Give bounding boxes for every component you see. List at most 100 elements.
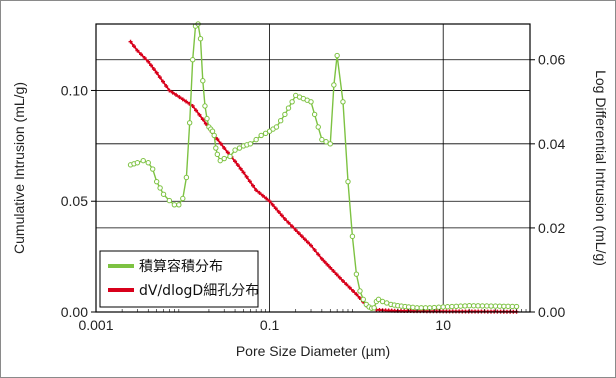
data-point xyxy=(279,213,284,218)
data-point xyxy=(131,44,136,49)
data-point xyxy=(315,124,321,130)
data-point xyxy=(289,99,295,105)
data-point xyxy=(354,292,359,297)
y2-tick-label: 0.02 xyxy=(538,220,565,236)
data-point xyxy=(186,120,193,126)
data-point xyxy=(322,259,327,264)
data-point xyxy=(146,59,151,64)
data-point xyxy=(453,303,459,310)
data-point xyxy=(293,228,298,233)
data-point xyxy=(180,195,186,202)
data-point xyxy=(213,145,219,151)
data-point xyxy=(273,206,278,211)
data-point xyxy=(183,174,190,181)
y2-tick-label: 0.00 xyxy=(538,304,565,320)
data-point xyxy=(161,79,166,84)
data-point xyxy=(340,278,345,283)
data-point xyxy=(349,233,356,240)
data-point xyxy=(282,216,287,221)
data-point xyxy=(177,95,182,100)
data-point xyxy=(319,256,324,261)
data-point xyxy=(222,146,227,151)
data-point xyxy=(221,155,227,162)
data-point xyxy=(145,160,151,166)
data-point xyxy=(327,141,333,147)
data-point xyxy=(166,197,173,204)
data-point xyxy=(436,304,442,310)
data-point xyxy=(360,296,366,303)
data-point xyxy=(203,121,208,126)
data-point xyxy=(316,252,321,257)
data-point xyxy=(267,199,272,204)
data-point xyxy=(262,130,269,137)
data-point xyxy=(344,282,349,287)
data-point xyxy=(357,288,363,294)
data-point xyxy=(323,139,329,145)
data-point xyxy=(337,275,342,280)
data-point xyxy=(371,305,377,311)
data-point xyxy=(149,166,156,172)
data-point xyxy=(211,132,217,139)
data-point xyxy=(345,178,351,185)
data-point xyxy=(254,188,259,193)
data-point xyxy=(238,166,243,171)
data-point xyxy=(286,220,291,225)
data-point xyxy=(189,57,196,63)
data-point xyxy=(250,183,255,188)
data-point xyxy=(218,141,223,146)
data-point xyxy=(227,153,233,160)
data-point xyxy=(308,99,314,105)
data-point xyxy=(309,243,314,248)
data-point xyxy=(276,209,281,214)
x-axis-label: Pore Size Diameter (µm) xyxy=(236,343,390,359)
data-point xyxy=(247,179,252,184)
data-point xyxy=(164,84,169,89)
data-point xyxy=(149,63,154,68)
data-point xyxy=(457,303,464,309)
data-point xyxy=(157,75,162,80)
data-point xyxy=(311,111,318,118)
data-point xyxy=(202,103,208,109)
data-point xyxy=(331,269,336,274)
data-point xyxy=(328,265,333,270)
data-point xyxy=(176,202,182,208)
data-point xyxy=(257,190,262,195)
data-point xyxy=(171,202,178,208)
data-point xyxy=(200,117,205,122)
data-point xyxy=(273,124,280,130)
data-point xyxy=(157,185,163,191)
data-point xyxy=(194,108,199,113)
legend: 積算容積分布 dV/dlogD細孔分布 xyxy=(99,250,259,308)
data-point xyxy=(325,262,330,267)
data-point xyxy=(200,78,206,84)
data-point xyxy=(334,272,339,277)
data-point xyxy=(260,193,265,198)
data-point xyxy=(151,67,156,72)
data-point xyxy=(462,303,468,309)
x-tick-label: 0.001 xyxy=(78,317,113,333)
data-point xyxy=(290,224,295,229)
data-point xyxy=(488,303,494,309)
data-point xyxy=(204,115,210,122)
chart-ticks: 0.001 0.1 10 0.00 0.05 0.10 0.00 0.02 0.04 0.06 xyxy=(61,52,566,333)
data-point xyxy=(232,147,238,153)
data-point xyxy=(258,132,264,139)
data-point xyxy=(277,118,284,124)
data-point xyxy=(440,304,446,310)
data-point xyxy=(296,231,301,236)
data-point xyxy=(270,202,275,207)
legend-label-differential: dV/dlogD細孔分布 xyxy=(139,283,259,299)
y-tick-label: 0.00 xyxy=(61,304,88,320)
data-point xyxy=(264,196,269,201)
data-point xyxy=(135,48,140,53)
data-point xyxy=(470,303,477,309)
data-point xyxy=(153,178,160,185)
data-point xyxy=(305,240,310,245)
data-point xyxy=(197,36,204,42)
data-point xyxy=(217,157,223,164)
data-point xyxy=(253,136,259,143)
data-point xyxy=(167,88,172,93)
data-point xyxy=(319,136,325,143)
data-point xyxy=(312,247,317,252)
